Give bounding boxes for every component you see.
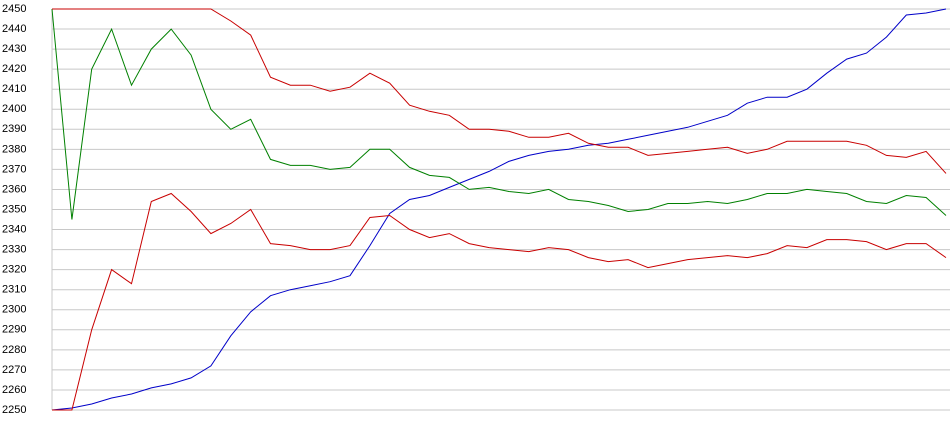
y-tick-label: 2430 bbox=[2, 43, 26, 55]
y-tick-label: 2350 bbox=[2, 203, 26, 215]
y-tick-label: 2290 bbox=[2, 324, 26, 336]
y-tick-label: 2410 bbox=[2, 83, 26, 95]
y-tick-label: 2380 bbox=[2, 143, 26, 155]
y-tick-label: 2260 bbox=[2, 384, 26, 396]
line-series bbox=[51, 8, 947, 411]
line-series bbox=[52, 192, 947, 411]
y-tick-label: 2390 bbox=[2, 123, 26, 135]
y-tick-label: 2440 bbox=[2, 23, 26, 35]
y-tick-label: 2280 bbox=[2, 344, 26, 356]
line-series bbox=[52, 8, 947, 174]
y-tick-label: 2340 bbox=[2, 223, 26, 235]
y-tick-label: 2310 bbox=[2, 284, 26, 296]
y-tick-label: 2360 bbox=[2, 183, 26, 195]
line-series bbox=[51, 8, 947, 220]
y-tick-label: 2450 bbox=[2, 3, 26, 15]
y-tick-label: 2250 bbox=[2, 404, 26, 416]
y-tick-label: 2330 bbox=[2, 244, 26, 256]
y-tick-label: 2270 bbox=[2, 364, 26, 376]
y-tick-label: 2370 bbox=[2, 163, 26, 175]
y-tick-label: 2320 bbox=[2, 264, 26, 276]
y-tick-label: 2420 bbox=[2, 63, 26, 75]
y-tick-label: 2400 bbox=[2, 103, 26, 115]
y-tick-label: 2300 bbox=[2, 304, 26, 316]
